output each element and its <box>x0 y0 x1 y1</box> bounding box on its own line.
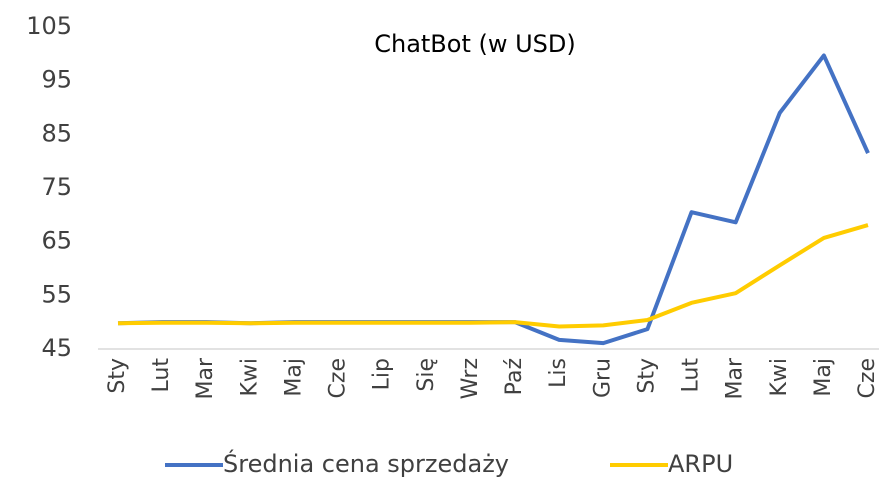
x-tick-label: Sty <box>634 358 659 394</box>
y-tick-label: 95 <box>41 66 72 94</box>
legend-label: ARPU <box>668 450 733 478</box>
x-tick-label: Lip <box>370 358 395 390</box>
y-tick-label: 65 <box>41 227 72 255</box>
x-tick-label: Gru <box>590 358 615 398</box>
x-tick-label: Się <box>414 358 439 392</box>
x-tick-label: Sty <box>105 358 130 394</box>
y-tick-label: 85 <box>41 119 72 147</box>
series-line <box>117 223 869 329</box>
series-line <box>117 53 870 346</box>
y-tick-label: 45 <box>41 334 72 362</box>
x-tick-label: Lis <box>546 358 571 388</box>
x-tick-label: Mar <box>193 357 218 399</box>
x-tick-label: Cze <box>855 358 879 398</box>
x-tick-label: Lut <box>149 358 174 393</box>
chart-title: ChatBot (w USD) <box>374 30 576 58</box>
x-tick-label: Kwi <box>237 358 262 397</box>
y-tick-label: 105 <box>26 12 72 40</box>
x-tick-label: Paź <box>502 358 527 395</box>
x-tick-label: Cze <box>326 358 351 398</box>
x-tick-label: Maj <box>281 358 306 397</box>
y-tick-label: 55 <box>41 280 72 308</box>
x-tick-label: Maj <box>811 358 836 397</box>
legend-label: Średnia cena sprzedaży <box>223 448 509 478</box>
x-tick-label: Mar <box>723 357 748 399</box>
x-tick-label: Lut <box>679 358 704 393</box>
x-tick-label: Kwi <box>767 358 792 397</box>
y-tick-label: 75 <box>41 173 72 201</box>
x-tick-label: Wrz <box>458 358 483 399</box>
